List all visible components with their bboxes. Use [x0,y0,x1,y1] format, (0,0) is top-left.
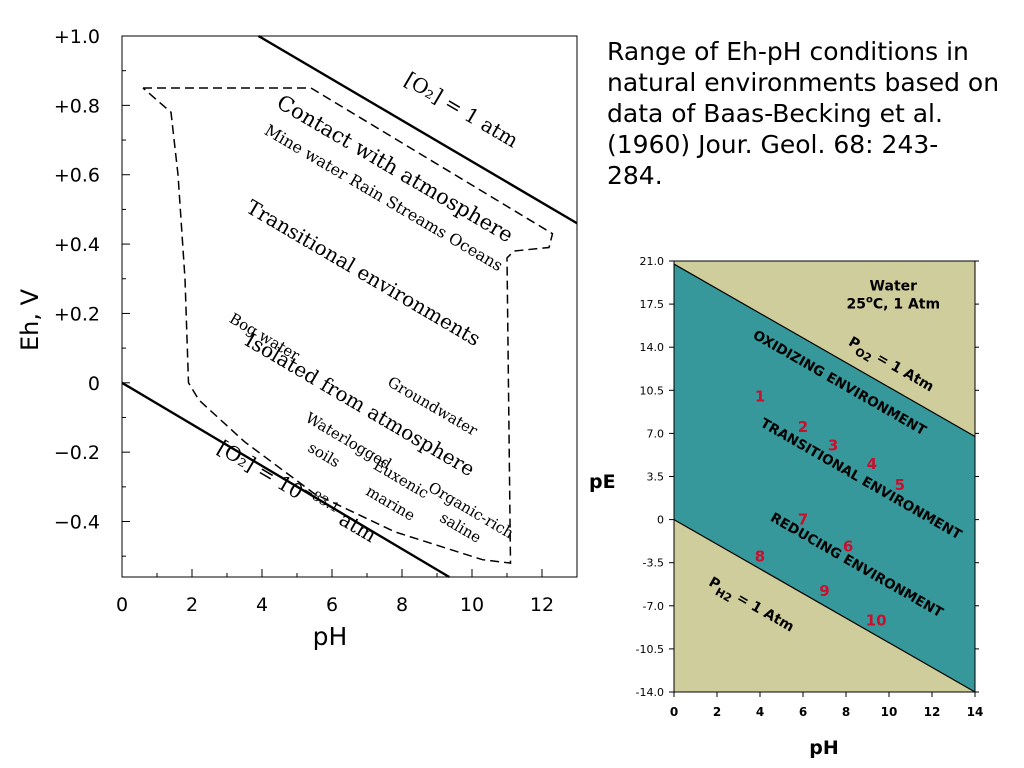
x-tick-label: 4 [756,705,764,719]
data-point-label: 5 [895,476,905,494]
caption-line: (1960) Jour. Geol. 68: 243- [607,130,939,159]
pe-ph-chart: 0 2 4 6 8 10 12 1421.017.514.010.57.03.50-3.5-7… [589,255,984,759]
data-point-label: 1 [755,388,765,406]
x-tick-label: 10 [881,705,898,719]
water-stability-field [674,264,975,692]
x-tick-label: 12 [924,705,941,719]
y-axis-label: pE [589,471,616,493]
x-axis-label: pH [809,737,839,759]
po2-boundary-line [673,263,976,437]
x-tick-label: 6 [326,594,338,616]
x-tick-label: 6 [799,705,807,719]
y-axis-label: Eh, V [16,288,44,351]
data-point-label: 8 [755,548,765,566]
y-tick-label: +1.0 [54,26,100,48]
x-tick-label: 2 [186,594,198,616]
x-tick-label: 0 [670,705,678,719]
y-tick-label: −0.2 [54,442,100,464]
y-tick-label: −0.4 [54,512,100,534]
eh-ph-chart: 0 2 4 6 8 10 12 +1.0 +0.8 +0.6 +0.4 +0.2 0 −0.2 −0.4 [… [16,26,578,651]
caption-line: natural environments based on [607,68,1000,97]
caption-line: data of Baas-Becking et al. [607,99,943,128]
x-tick-label: 8 [396,594,408,616]
data-point-label: 3 [828,437,838,455]
data-point-label: 4 [867,455,877,473]
x-tick-label: 14 [967,705,984,719]
data-point-label: 6 [843,538,853,556]
data-point-label: 9 [819,582,829,600]
y-tick-label: 0 [657,514,664,527]
y-tick-label: +0.4 [54,234,100,256]
y-tick-label: +0.8 [54,95,100,117]
y-tick-label: +0.2 [54,303,100,325]
o2-upper-line [257,34,578,225]
annotation-transitional: Transitional environments [242,195,485,351]
y-tick-label: -7.0 [643,600,664,613]
y-tick-label: +0.6 [54,165,100,187]
data-point-label: 7 [798,511,808,529]
water-conditions: 25oC, 1 Atm [847,295,941,313]
o2-lower-line [121,381,450,579]
y-tick-label: 0 [88,373,100,395]
plot-frame [121,35,578,578]
x-tick-label: 10 [460,594,484,616]
x-tick-label: 0 [116,594,128,616]
y-tick-label: -3.5 [643,557,664,570]
y-tick-label: 7.0 [647,427,665,440]
y-tick-label: 3.5 [647,471,665,484]
y-tick-label: 10.5 [640,384,665,397]
x-tick-label: 2 [713,705,721,719]
y-tick-label: 17.5 [640,298,665,311]
water-title: Water [870,279,918,295]
caption-line: Range of Eh-pH conditions in [607,37,969,66]
x-tick-label: 4 [256,594,268,616]
caption-line: 284. [607,161,663,190]
x-tick-label: 8 [842,705,850,719]
caption: Range of Eh-pH conditions in natural env… [607,36,1007,191]
data-point-label: 10 [866,612,887,630]
y-tick-label: -10.5 [636,643,664,656]
y-tick-label: 21.0 [640,255,665,268]
y-tick-label: -14.0 [636,686,664,699]
natural-environment-boundary [142,87,554,564]
ph2-boundary-line [673,519,976,693]
x-axis-label: pH [313,622,348,651]
x-tick-label: 12 [530,594,554,616]
data-point-label: 2 [798,418,808,436]
annotation-o2-upper: [O₂] = 1 atm [401,67,523,152]
y-tick-label: 14.0 [640,341,665,354]
